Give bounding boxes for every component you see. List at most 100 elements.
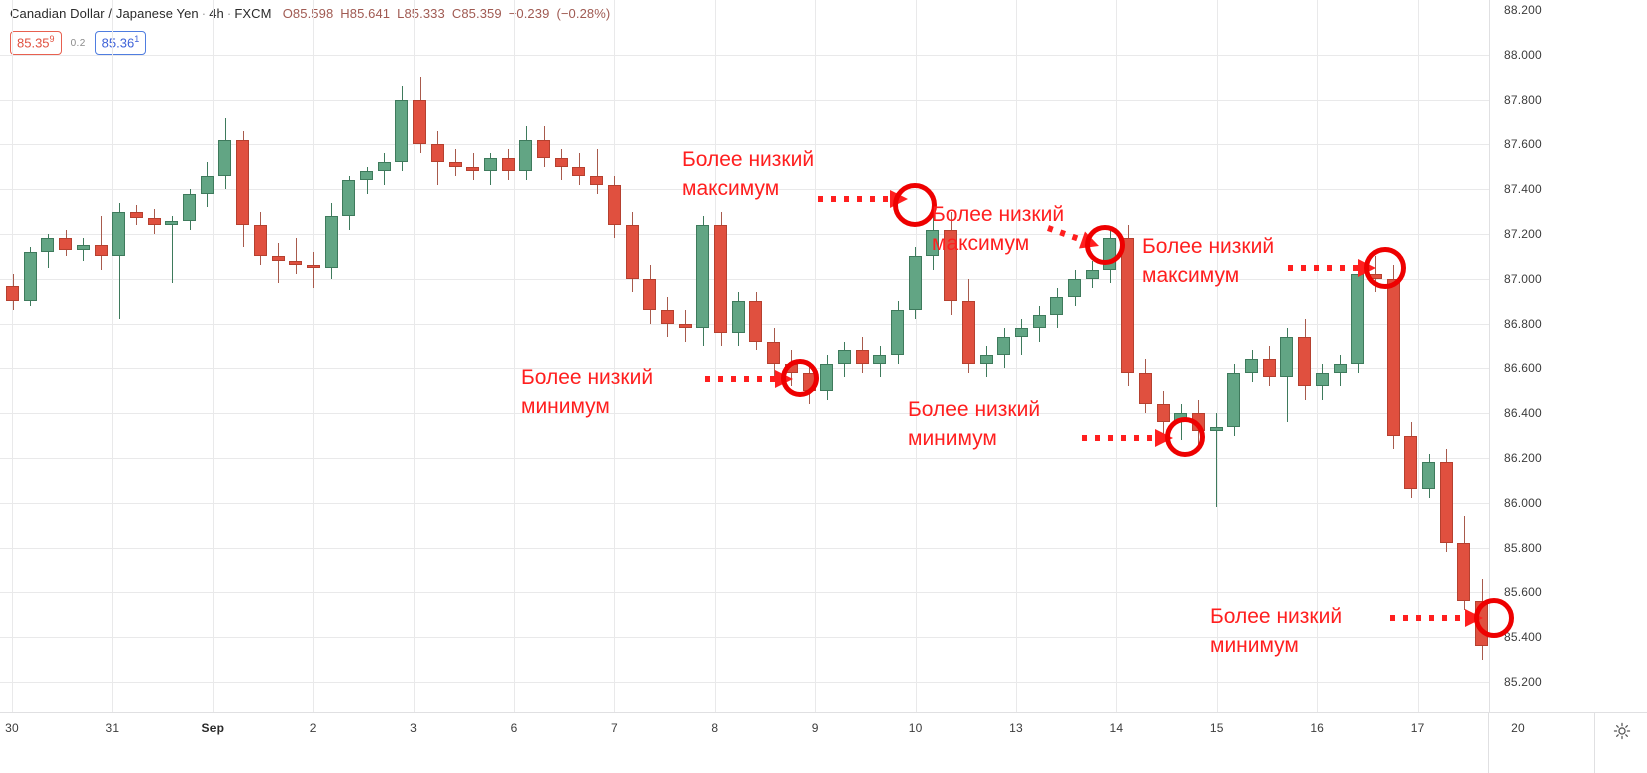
annotation-circle-lower-high-1 <box>893 183 937 227</box>
time-tick-label: 7 <box>610 721 618 735</box>
candle-body <box>961 301 975 364</box>
exchange-label[interactable]: FXCM <box>234 6 272 21</box>
annotation-line-1: Более низкий <box>1210 605 1343 628</box>
price-tick-label: 86.600 <box>1504 361 1542 376</box>
candle-body <box>1138 372 1152 405</box>
candle-wick <box>101 216 102 270</box>
candle-body <box>6 285 19 302</box>
time-tick-label: 15 <box>1209 721 1224 735</box>
vertical-gridline <box>213 0 214 712</box>
candle-body <box>944 229 958 302</box>
price-tick-label: 86.800 <box>1504 316 1542 331</box>
candle-body <box>519 139 533 172</box>
candle-body <box>537 139 550 158</box>
candle-body <box>236 139 250 226</box>
candle-body <box>979 354 993 364</box>
candle-body <box>1068 278 1081 297</box>
symbol-name[interactable]: Canadian Dollar / Japanese Yen <box>10 6 199 21</box>
annotation-circle-lower-low-1 <box>781 359 819 397</box>
price-tick-label: 88.200 <box>1504 3 1542 17</box>
time-tick-label: 13 <box>1009 721 1023 735</box>
candle-body <box>483 157 497 172</box>
price-tick-label: 85.600 <box>1504 585 1542 600</box>
candle-body <box>23 251 37 302</box>
annotation-arrow-lower-low-2 <box>1082 429 1173 447</box>
vertical-gridline <box>514 0 515 712</box>
candle-wick <box>597 148 598 194</box>
time-tick-label: 20 <box>1511 721 1525 735</box>
vertical-gridline <box>12 0 13 712</box>
change-percent-value: (−0.28%) <box>556 6 611 21</box>
candle-body <box>997 337 1011 355</box>
candle-body <box>501 157 515 172</box>
horizontal-gridline <box>0 413 1489 414</box>
annotation-circle-lower-high-3 <box>1364 247 1406 289</box>
candle-body <box>377 162 391 172</box>
candle-body <box>767 341 781 364</box>
vertical-gridline <box>1418 0 1419 712</box>
annotation-lower-low-3: Более низкий минимум <box>1210 602 1342 660</box>
annotation-line-1: Более низкий <box>682 148 815 171</box>
vertical-gridline <box>414 0 415 712</box>
horizontal-gridline <box>0 144 1489 145</box>
price-tick-label: 86.400 <box>1504 406 1542 421</box>
candle-body <box>1422 462 1435 490</box>
candle-body <box>289 260 303 266</box>
bid-price-box[interactable]: 85.359 <box>10 31 62 56</box>
vertical-gridline <box>1116 0 1117 712</box>
ohlc-values: O85.598 H85.641 L85.333 C85.359 −0.239 (−0.28… <box>275 6 617 21</box>
candle-body <box>218 139 232 176</box>
horizontal-gridline <box>0 682 1489 683</box>
gear-icon[interactable] <box>1613 722 1631 740</box>
candle-body <box>1245 359 1258 373</box>
vertical-gridline <box>313 0 314 712</box>
high-value: H85.641 <box>340 6 391 21</box>
candle-body <box>749 301 763 342</box>
price-tick-label: 87.400 <box>1504 182 1542 197</box>
time-scale[interactable]: 30 31 Sep 2 3 6 7 8 9 10 13 14 15 16 17 20 <box>0 712 1647 773</box>
candle-wick <box>278 242 279 284</box>
candle-body <box>1156 404 1170 423</box>
horizontal-gridline <box>0 368 1489 369</box>
candle-body <box>147 218 161 226</box>
ask-price-box[interactable]: 85.361 <box>94 31 147 56</box>
candle-body <box>1050 296 1064 315</box>
candle-body <box>1298 337 1312 387</box>
chart-legend-header: Canadian Dollar / Japanese Yen · 4h · FXCM O… <box>10 6 617 21</box>
horizontal-gridline <box>0 458 1489 459</box>
price-tick-label: 87.200 <box>1504 227 1542 241</box>
candle-wick <box>313 251 314 288</box>
bid-price-main: 85.35 <box>17 35 50 51</box>
annotation-line-1: Более низкий <box>908 398 1041 421</box>
horizontal-gridline <box>0 234 1489 235</box>
candle-body <box>41 238 55 252</box>
candle-wick <box>172 216 173 284</box>
open-value: O85.598 <box>282 6 334 21</box>
candle-body <box>253 225 267 257</box>
annotation-lower-low-1: Более низкий минимум <box>521 363 653 421</box>
vertical-gridline <box>1217 0 1218 712</box>
candle-wick <box>83 238 84 261</box>
time-tick-label: 16 <box>1310 721 1325 735</box>
legend-separator-2: · <box>226 6 232 21</box>
annotation-line-2: максимум <box>932 232 1030 255</box>
candle-body <box>1227 372 1241 427</box>
price-scale[interactable]: 88.200 88.000 87.800 87.600 87.400 87.200 87.0… <box>1489 0 1647 712</box>
time-tick-label: 31 <box>105 721 120 735</box>
candle-body <box>660 310 674 324</box>
candle-body <box>1121 238 1135 373</box>
candle-body <box>873 354 887 364</box>
candle-body <box>820 363 834 391</box>
candle-body <box>837 350 851 364</box>
annotation-circle-lower-low-3 <box>1474 598 1514 638</box>
quote-row: 85.359 0.2 85.361 <box>10 31 147 56</box>
vertical-gridline <box>112 0 113 712</box>
candle-body <box>94 245 108 257</box>
candle-body <box>430 144 444 163</box>
annotation-line-2: максимум <box>682 177 780 200</box>
interval-label[interactable]: 4h <box>209 6 224 21</box>
candle-body <box>1315 372 1329 387</box>
price-tick-label: 85.800 <box>1504 540 1542 555</box>
candle-body <box>1404 435 1418 490</box>
candle-body <box>696 225 710 329</box>
